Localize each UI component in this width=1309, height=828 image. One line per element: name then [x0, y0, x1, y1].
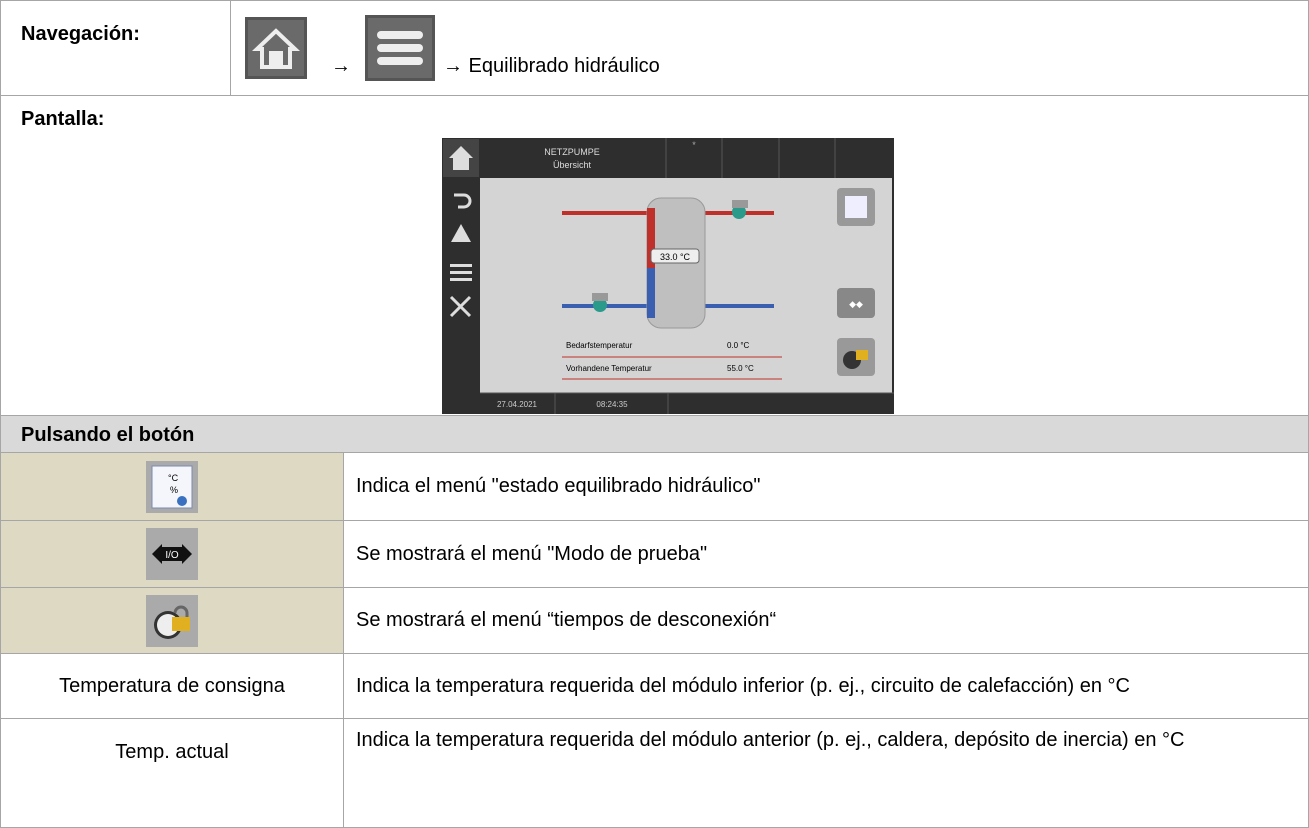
icon-cell: I/O: [0, 520, 344, 588]
svg-text:◆◆: ◆◆: [849, 299, 863, 309]
screen-row-name: Vorhandene Temperatur: [566, 364, 652, 373]
screen-date: 27.04.2021: [497, 400, 538, 409]
buttons-header: Pulsando el botón: [0, 415, 1309, 453]
screen-row-name: Bedarfstemperatur: [566, 341, 633, 350]
svg-text:°C: °C: [168, 473, 179, 483]
row-label: Temp. actual: [0, 718, 344, 828]
row-text: Indica la temperatura requerida del módu…: [343, 653, 1309, 719]
row-label: Temperatura de consigna: [0, 653, 344, 719]
nav-arrow: →: [331, 55, 351, 77]
tank-temp: 33.0 °C: [660, 252, 691, 262]
menu-icon: [365, 15, 435, 81]
svg-text:%: %: [170, 485, 178, 495]
screen-label: Pantalla:: [21, 108, 105, 130]
nav-cell: → → Equilibrado hidráulico: [230, 0, 1309, 96]
row-text: Indica el menú "estado equilibrado hidrá…: [343, 452, 1309, 521]
test-icon: I/O: [146, 528, 198, 580]
row-text: Se mostrará el menú “tiempos de desconex…: [343, 587, 1309, 654]
screen-time: 08:24:35: [596, 400, 628, 409]
status-icon: °C%: [146, 460, 198, 513]
screen-title: NETZPUMPE: [544, 147, 600, 157]
lock-icon: [146, 594, 198, 647]
screen-marker: *: [692, 140, 696, 150]
home-icon: [245, 17, 307, 79]
screenshot: NETZPUMPE Übersicht * 33.0 °C Bedarfstem…: [442, 138, 894, 414]
screen-row-value: 55.0 °C: [727, 364, 754, 373]
icon-cell: [0, 587, 344, 654]
icon-cell: °C%: [0, 452, 344, 521]
svg-text:I/O: I/O: [165, 550, 179, 561]
row-text: Indica la temperatura requerida del módu…: [343, 718, 1309, 828]
screen-row-value: 0.0 °C: [727, 341, 750, 350]
screen-cell: Pantalla: NETZPUMPE Übersicht * 33.0 °C …: [0, 95, 1309, 416]
screen-subtitle: Übersicht: [553, 160, 592, 170]
nav-label: Navegación:: [0, 0, 231, 96]
nav-path: → Equilibrado hidráulico: [443, 55, 660, 77]
row-text: Se mostrará el menú "Modo de prueba": [343, 520, 1309, 588]
